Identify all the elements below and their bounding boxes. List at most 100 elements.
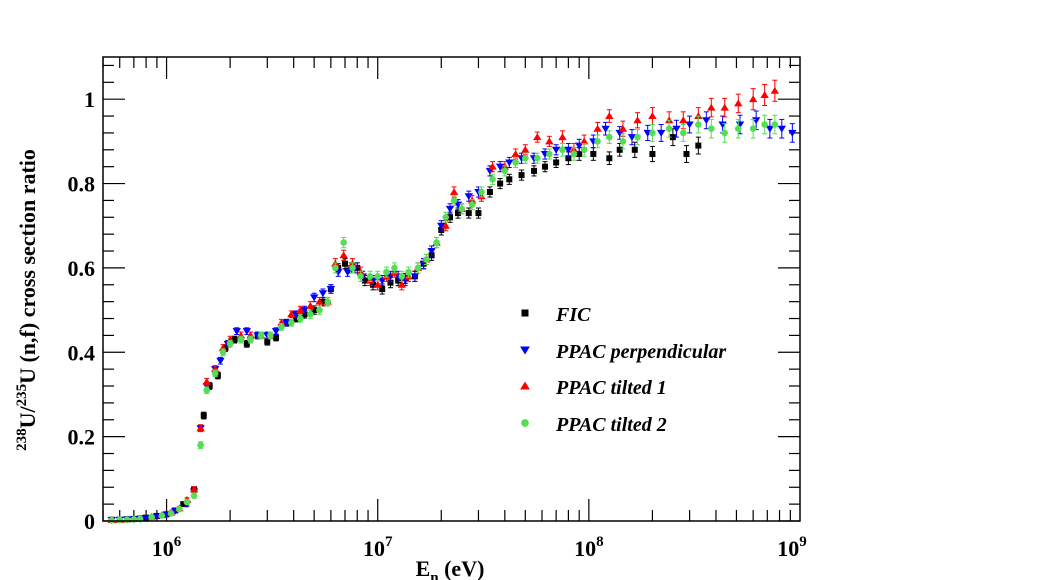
- data-point: [231, 336, 238, 343]
- series-1: [107, 110, 797, 525]
- data-point: [433, 239, 440, 246]
- data-point: [287, 310, 296, 318]
- data-point: [442, 213, 450, 221]
- data-point: [545, 137, 554, 145]
- data-point: [665, 125, 673, 133]
- data-point: [202, 377, 211, 385]
- data-point: [486, 188, 493, 195]
- data-point: [495, 163, 505, 171]
- data-point: [590, 151, 597, 158]
- data-point: [475, 210, 482, 217]
- data-point: [441, 221, 450, 229]
- data-point: [216, 357, 225, 365]
- data-point: [669, 134, 676, 141]
- data-point: [196, 424, 205, 432]
- data-point: [190, 492, 198, 499]
- data-point: [558, 133, 567, 141]
- data-point: [488, 162, 497, 170]
- legend-label: PPAC tilted 2: [555, 414, 667, 436]
- data-point: [116, 516, 124, 524]
- data-point: [357, 273, 364, 280]
- data-point: [534, 154, 541, 162]
- data-point: [512, 159, 519, 166]
- legend-label: FIC: [555, 304, 591, 326]
- data-point: [315, 297, 324, 305]
- data-point: [679, 116, 688, 124]
- x-tick-label-exp: 7: [385, 534, 393, 550]
- x-tick-label: 106: [152, 534, 182, 561]
- data-point: [243, 340, 250, 347]
- data-point: [521, 154, 529, 162]
- data-point: [316, 306, 323, 314]
- data-point: [206, 383, 213, 390]
- x-tick-label-base: 10: [152, 536, 174, 561]
- data-point: [387, 279, 394, 286]
- data-point: [551, 146, 561, 154]
- data-point: [649, 129, 656, 137]
- data-point: [398, 273, 406, 280]
- series-3: [108, 114, 779, 524]
- data-point: [634, 133, 641, 141]
- data-point: [123, 516, 131, 524]
- y-axis-title: 238U/235U (n,f) cross section ratio: [14, 149, 40, 451]
- data-point: [695, 142, 702, 149]
- data-point: [564, 146, 573, 154]
- legend: FIC PPAC perpendicular PPAC tilted 1 PPAC t…: [520, 304, 726, 436]
- data-point: [167, 510, 175, 517]
- data-point: [427, 248, 436, 255]
- data-point: [533, 133, 542, 141]
- x-tick-label: 107: [363, 534, 393, 561]
- data-point: [506, 176, 513, 183]
- data-point: [273, 334, 280, 341]
- x-axis-title-sub: n: [430, 570, 439, 580]
- data-point: [605, 112, 614, 120]
- data-point: [594, 138, 601, 145]
- data-point: [214, 372, 221, 379]
- data-point: [619, 138, 627, 145]
- data-point: [332, 264, 339, 272]
- data-point: [237, 336, 245, 343]
- data-point: [683, 151, 690, 158]
- data-point: [373, 280, 382, 288]
- series-2: [107, 79, 780, 524]
- data-point: [707, 103, 716, 111]
- data-point: [616, 146, 623, 153]
- data-point: [319, 298, 326, 305]
- data-point: [278, 323, 285, 331]
- data-point: [257, 332, 265, 339]
- data-point: [649, 151, 656, 158]
- data-point: [343, 269, 352, 277]
- data-point: [445, 205, 455, 213]
- data-point: [672, 125, 681, 133]
- data-point: [197, 441, 204, 449]
- x-tick-label-exp: 6: [174, 534, 182, 550]
- data-point: [576, 151, 583, 158]
- data-point: [465, 210, 472, 217]
- data-point: [449, 188, 459, 195]
- y-axis-title-sup1: 238: [14, 428, 30, 451]
- data-point: [271, 328, 281, 336]
- x-tick-label-base: 10: [574, 536, 596, 561]
- data-point: [570, 150, 578, 158]
- data-point: [702, 117, 711, 125]
- data-point: [405, 268, 412, 276]
- data-point: [189, 485, 199, 493]
- data-point: [553, 159, 560, 166]
- data-point: [410, 273, 420, 281]
- data-point: [679, 129, 687, 137]
- data-point: [606, 133, 613, 141]
- data-point: [414, 264, 422, 272]
- data-point: [324, 298, 332, 305]
- data-point: [685, 121, 694, 129]
- x-axis-title-rest: (eV): [439, 556, 485, 580]
- data-point: [148, 513, 155, 521]
- data-point: [242, 328, 252, 336]
- data-point: [627, 134, 637, 142]
- data-point: [311, 307, 318, 314]
- data-point: [326, 286, 336, 293]
- data-point: [108, 516, 116, 524]
- data-point: [158, 512, 166, 519]
- data-point: [760, 91, 769, 98]
